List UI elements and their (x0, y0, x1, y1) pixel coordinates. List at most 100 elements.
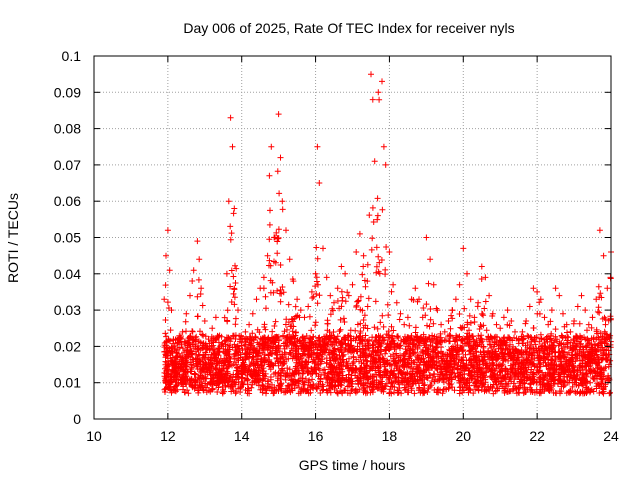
data-point (594, 354, 601, 361)
data-point (439, 390, 446, 397)
data-point (537, 331, 544, 338)
data-point (581, 363, 588, 370)
data-point (482, 376, 489, 383)
data-point (162, 378, 169, 385)
data-point (543, 334, 550, 341)
data-point (182, 354, 189, 361)
data-point (178, 341, 185, 348)
data-point (282, 321, 289, 328)
data-point (218, 370, 225, 377)
data-point (373, 244, 380, 251)
data-point (231, 341, 238, 348)
data-point (502, 387, 509, 394)
data-point (466, 336, 473, 343)
data-point (329, 375, 336, 382)
data-point (456, 311, 463, 317)
data-point (384, 301, 391, 308)
data-point (209, 386, 216, 393)
data-point (585, 321, 592, 328)
data-point (314, 255, 321, 262)
data-point (334, 372, 341, 379)
data-point (532, 341, 539, 348)
data-point (537, 390, 544, 397)
data-point (283, 372, 290, 378)
data-point (258, 355, 265, 362)
data-point (336, 305, 343, 312)
data-point (268, 334, 275, 341)
data-point (539, 369, 546, 376)
data-point (562, 358, 569, 365)
data-point (376, 259, 383, 266)
data-point (352, 372, 359, 379)
data-point (185, 351, 191, 358)
data-point (594, 330, 601, 337)
data-point (581, 354, 587, 361)
data-point (438, 321, 445, 328)
data-point (468, 362, 475, 369)
data-point (423, 234, 430, 241)
data-point (261, 343, 268, 350)
data-point (369, 360, 376, 367)
data-point (199, 331, 206, 338)
data-point (356, 230, 363, 237)
data-point (558, 388, 565, 395)
data-point (194, 238, 201, 245)
data-point (301, 345, 308, 352)
data-point (579, 388, 586, 395)
data-point (412, 324, 419, 331)
data-point (475, 384, 482, 391)
data-point (433, 365, 440, 372)
data-point (496, 337, 503, 344)
data-point (305, 386, 312, 393)
data-point (523, 318, 530, 324)
data-point (183, 310, 190, 317)
data-point (374, 216, 381, 223)
data-point (199, 356, 206, 363)
data-point (599, 356, 605, 363)
data-point (401, 387, 408, 394)
data-point (602, 316, 609, 323)
data-point (271, 323, 278, 329)
data-point (502, 376, 509, 383)
data-point (447, 371, 454, 378)
data-point (239, 347, 246, 354)
data-point (225, 334, 232, 341)
data-point (567, 389, 574, 396)
data-point (253, 296, 260, 303)
data-point (334, 285, 341, 292)
data-point (360, 263, 367, 270)
data-point (194, 377, 201, 383)
data-point (300, 352, 307, 359)
data-point (182, 377, 189, 384)
data-point (328, 369, 335, 376)
data-point (415, 355, 422, 362)
data-point (396, 379, 403, 386)
data-point (277, 355, 284, 362)
data-point (222, 341, 229, 348)
data-point (275, 235, 282, 241)
data-point (262, 326, 269, 333)
data-point (565, 334, 572, 341)
data-point (167, 386, 174, 393)
data-point (540, 348, 547, 355)
data-point (277, 262, 284, 268)
x-tick-label: 18 (382, 428, 398, 444)
data-point (210, 347, 217, 353)
data-point (500, 314, 507, 321)
data-point (216, 345, 223, 352)
data-point (397, 310, 404, 317)
data-point (552, 349, 559, 356)
data-point (590, 334, 597, 341)
data-point (252, 372, 259, 379)
data-point (338, 339, 345, 346)
data-point (528, 386, 535, 393)
data-point (197, 328, 203, 335)
data-point (417, 367, 424, 374)
data-point (189, 278, 196, 284)
data-point (384, 340, 391, 347)
data-point (526, 303, 533, 310)
data-point (185, 390, 192, 397)
data-point (275, 369, 282, 376)
data-point (361, 387, 368, 394)
data-point (235, 385, 242, 392)
